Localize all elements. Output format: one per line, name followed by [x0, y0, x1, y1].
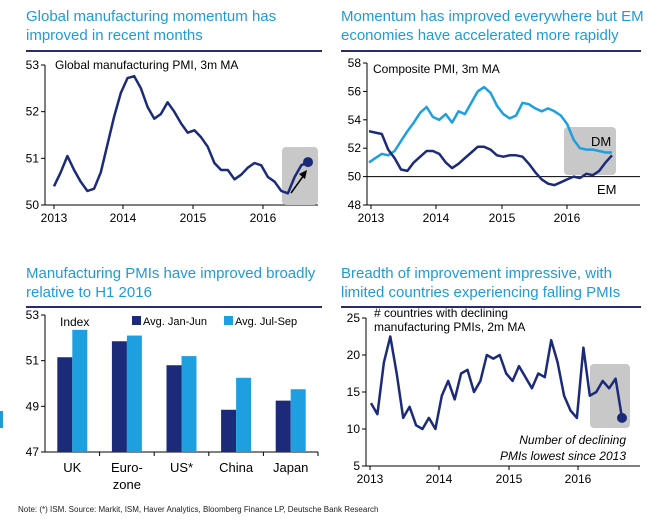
bar-jan-jun [166, 365, 182, 452]
x-tick-label: 2013 [357, 472, 384, 486]
title-rule [26, 50, 322, 52]
x-tick-label: 2015 [496, 472, 523, 486]
bar-jan-jun [57, 357, 73, 452]
panel-title-line2: relative to H1 2016 [26, 284, 152, 301]
y-tick-label: 15 [347, 385, 361, 399]
callout-text: Number of declining [519, 433, 626, 447]
callout-text-line2: PMIs lowest since 2013 [500, 449, 626, 463]
bar-jul-sep [290, 389, 306, 452]
y-tick-label: 49 [26, 399, 40, 413]
y-tick-label: 56 [348, 84, 362, 98]
category-label: UK [63, 460, 81, 475]
y-tick-label: 50 [348, 170, 362, 184]
chart-annotation-line2: manufacturing PMIs, 2m MA [374, 320, 525, 334]
title-rule [26, 306, 322, 308]
y-tick-label: 5 [353, 459, 360, 473]
title-rule [341, 50, 641, 52]
legend-label-jul-sep: Avg. Jul-Sep [235, 316, 297, 328]
legend-label-dm: DM [591, 134, 611, 149]
category-label: Japan [273, 460, 308, 475]
trend-arrow-line [290, 174, 305, 194]
x-tick-label: 2015 [180, 211, 207, 225]
y-tick-label: 48 [348, 198, 362, 212]
y-tick-label: 58 [348, 56, 362, 70]
bar-jan-jun [111, 341, 127, 452]
x-tick-label: 2014 [423, 211, 450, 225]
y-tick-label: 52 [26, 105, 40, 119]
y-tick-label: 50 [26, 198, 40, 212]
y-tick-label: 52 [348, 141, 362, 155]
x-tick-label: 2016 [250, 211, 277, 225]
x-tick-label: 2014 [110, 211, 137, 225]
x-tick-label: 2016 [565, 472, 592, 486]
side-accent [0, 411, 3, 428]
panel-title: Breadth of improvement impressive, with [341, 265, 612, 282]
y-tick-label: 20 [347, 348, 361, 362]
panel-title-line2: limited countries experiencing falling P… [341, 284, 621, 301]
chart-annotation: Global manufacturing PMI, 3m MA [55, 58, 238, 72]
y-tick-label: 51 [26, 151, 40, 165]
chart-annotation: # countries with declining [374, 306, 508, 320]
category-label: China [219, 460, 254, 475]
highlight-box [564, 127, 616, 175]
category-label: US* [170, 460, 193, 475]
bar-jul-sep [72, 329, 88, 452]
title-rule [341, 306, 641, 308]
x-tick-label: 2015 [489, 211, 516, 225]
y-tick-label: 25 [347, 311, 361, 325]
trend-arrow-head [299, 170, 307, 179]
panel-title-line2: improved in recent months [26, 27, 203, 44]
series-line-declining [369, 335, 624, 431]
y-tick-label: 53 [26, 58, 40, 72]
legend-label-em: EM [597, 182, 617, 197]
bar-jan-jun [221, 409, 237, 452]
category-label: Euro- [111, 460, 143, 475]
panel-title: Global manufacturing momentum has [26, 8, 277, 25]
x-tick-label: 2016 [554, 211, 581, 225]
x-tick-label: 2013 [41, 211, 68, 225]
bar-jul-sep [236, 377, 252, 452]
series-line-dm [368, 85, 612, 164]
series-line-em [368, 129, 613, 187]
bar-jul-sep [181, 356, 197, 452]
panel-title: Manufacturing PMIs have improved broadly [26, 265, 316, 282]
chart-annotation: Composite PMI, 3m MA [373, 62, 500, 76]
y-tick-label: 47 [26, 445, 40, 459]
legend-swatch-jan-jun [132, 316, 141, 325]
panel-title: Momentum has improved everywhere but EM [341, 8, 644, 25]
y-tick-label: 54 [348, 113, 362, 127]
chart-annotation: Index [60, 315, 89, 329]
y-tick-label: 10 [347, 422, 361, 436]
y-tick-label: 51 [26, 354, 40, 368]
category-label: zone [113, 477, 141, 492]
y-tick-label: 53 [26, 308, 40, 322]
bar-jul-sep [126, 335, 142, 452]
end-point-marker [303, 157, 313, 168]
x-tick-label: 2014 [426, 472, 453, 486]
panel-title-line2: economies have accelerated more rapidly [341, 27, 619, 44]
end-point-marker [617, 412, 627, 423]
source-note: Note: (*) ISM. Source: Markit, ISM, Have… [18, 505, 379, 514]
legend-label-jan-jun: Avg. Jan-Jun [143, 316, 207, 328]
bar-jan-jun [275, 400, 291, 452]
series-line-global-pmi [52, 74, 309, 195]
legend-swatch-jul-sep [224, 316, 233, 325]
x-tick-label: 2013 [358, 211, 385, 225]
